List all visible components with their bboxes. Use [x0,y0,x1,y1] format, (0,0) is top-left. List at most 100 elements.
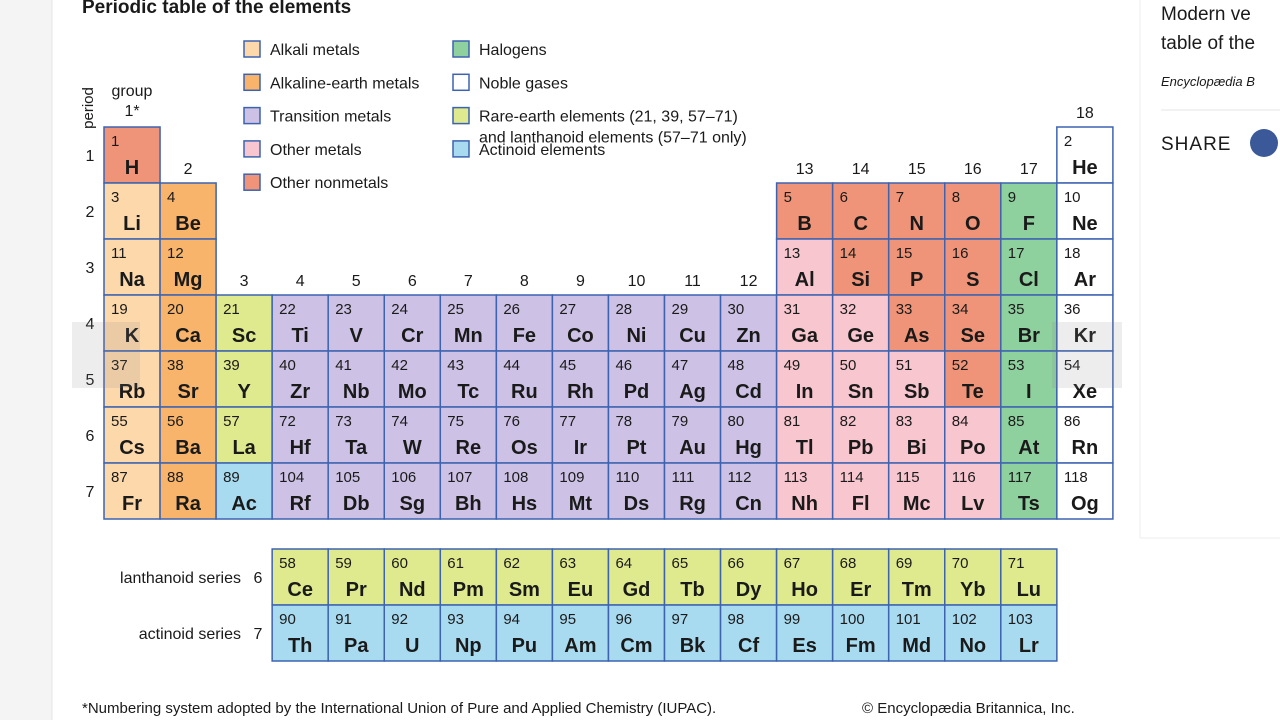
atomic-number: 33 [896,301,913,318]
element-cell [271,294,329,352]
element-cell [887,350,946,408]
element-symbol: Ir [574,437,588,459]
element-cell [1056,462,1114,520]
element-cell [551,462,610,520]
atomic-number: 23 [335,301,352,318]
atomic-number: 113 [784,469,808,486]
atomic-number: 58 [279,555,296,572]
element-symbol: Rg [679,493,706,515]
atomic-number: 65 [672,555,689,572]
atomic-number: 83 [896,413,913,430]
period-title: period [80,87,97,129]
element-cell [944,294,1002,352]
atomic-number: 39 [223,357,240,374]
carousel-next[interactable] [1052,322,1122,388]
atomic-number: 106 [391,469,416,486]
atomic-number: 5 [784,189,792,206]
element-symbol: La [232,437,256,459]
atomic-number: 116 [952,469,976,486]
element-symbol: Ac [231,493,257,515]
atomic-number: 77 [559,413,576,430]
legend-label: Actinoid elements [479,142,605,159]
legend-swatch [243,40,261,58]
element-cell [495,406,554,464]
element-cell [495,294,554,352]
element-symbol: Rh [567,381,594,403]
element-symbol: Nd [399,579,426,601]
facebook-button[interactable] [1250,129,1278,157]
element-symbol: Rf [290,493,311,515]
periodic-table: Alkali metals Alkaline-earth metals Transi… [80,40,1114,662]
element-symbol: Mc [903,493,931,515]
element-symbol: W [403,437,422,459]
element-cell [887,462,946,520]
element-symbol: Tc [457,381,479,403]
atomic-number: 98 [728,611,745,628]
atomic-number: 50 [840,357,857,374]
atomic-number: 101 [896,611,921,628]
element-cell [944,604,1002,662]
element-cell [831,406,890,464]
element-symbol: He [1072,157,1098,179]
element-symbol: Tl [796,437,814,459]
group-label: 14 [852,161,870,178]
atomic-number: 54 [1064,357,1081,374]
element-symbol: Pu [512,635,538,657]
group-label: 9 [576,273,585,290]
element-symbol: Re [456,437,482,459]
element-cell [1056,126,1114,184]
atomic-number: 80 [728,413,745,430]
atomic-number: 20 [167,301,184,318]
atomic-number: 86 [1064,413,1081,430]
atomic-number: 22 [279,301,296,318]
element-symbol: Cl [1019,269,1039,291]
group-label: 7 [464,273,473,290]
group-title: group [112,83,153,100]
element-symbol: P [910,269,923,291]
element-symbol: Pt [626,437,646,459]
atomic-number: 32 [840,301,857,318]
atomic-number: 11 [111,245,127,262]
element-symbol: K [125,325,140,347]
sidebar-source: Encyclopædia B [1161,74,1255,89]
atomic-number: 60 [391,555,408,572]
element-cell [1000,350,1058,408]
element-symbol: Ru [511,381,538,403]
group-label: 1* [124,103,139,120]
element-symbol: Ba [175,437,201,459]
atomic-number: 82 [840,413,857,430]
element-symbol: Gd [623,579,651,601]
carousel-prev[interactable] [72,322,140,388]
legend-swatch [243,73,261,92]
atomic-number: 94 [503,611,520,628]
element-cell [719,406,778,464]
legend-label: Other metals [270,142,362,159]
element-symbol: Rb [119,381,146,403]
atomic-number: 89 [223,469,240,486]
group-label: 4 [296,273,305,290]
element-symbol: Bi [907,437,927,459]
element-symbol: Y [237,381,251,403]
atomic-number: 79 [672,413,689,430]
atomic-number: 56 [167,413,184,430]
period-label: 1 [86,148,95,165]
element-symbol: Sr [178,381,199,403]
title: Periodic table of the elements [82,0,351,18]
atomic-number: 18 [1064,245,1081,262]
element-cell [1000,182,1058,240]
element-symbol: Lu [1017,579,1041,601]
atomic-number: 93 [447,611,464,628]
element-cell [215,462,273,520]
atomic-number: 14 [840,245,857,262]
element-symbol: Os [511,437,538,459]
element-cell [663,604,722,662]
legend-label: and lanthanoid elements (57–71 only) [479,130,747,147]
element-symbol: Sn [848,381,874,403]
atomic-number: 112 [728,469,752,486]
element-cell [383,294,442,352]
element-cell [103,406,161,464]
atomic-number: 111 [672,469,695,486]
atomic-number: 71 [1008,555,1025,572]
element-cell [495,350,554,408]
element-symbol: Cu [679,325,706,347]
